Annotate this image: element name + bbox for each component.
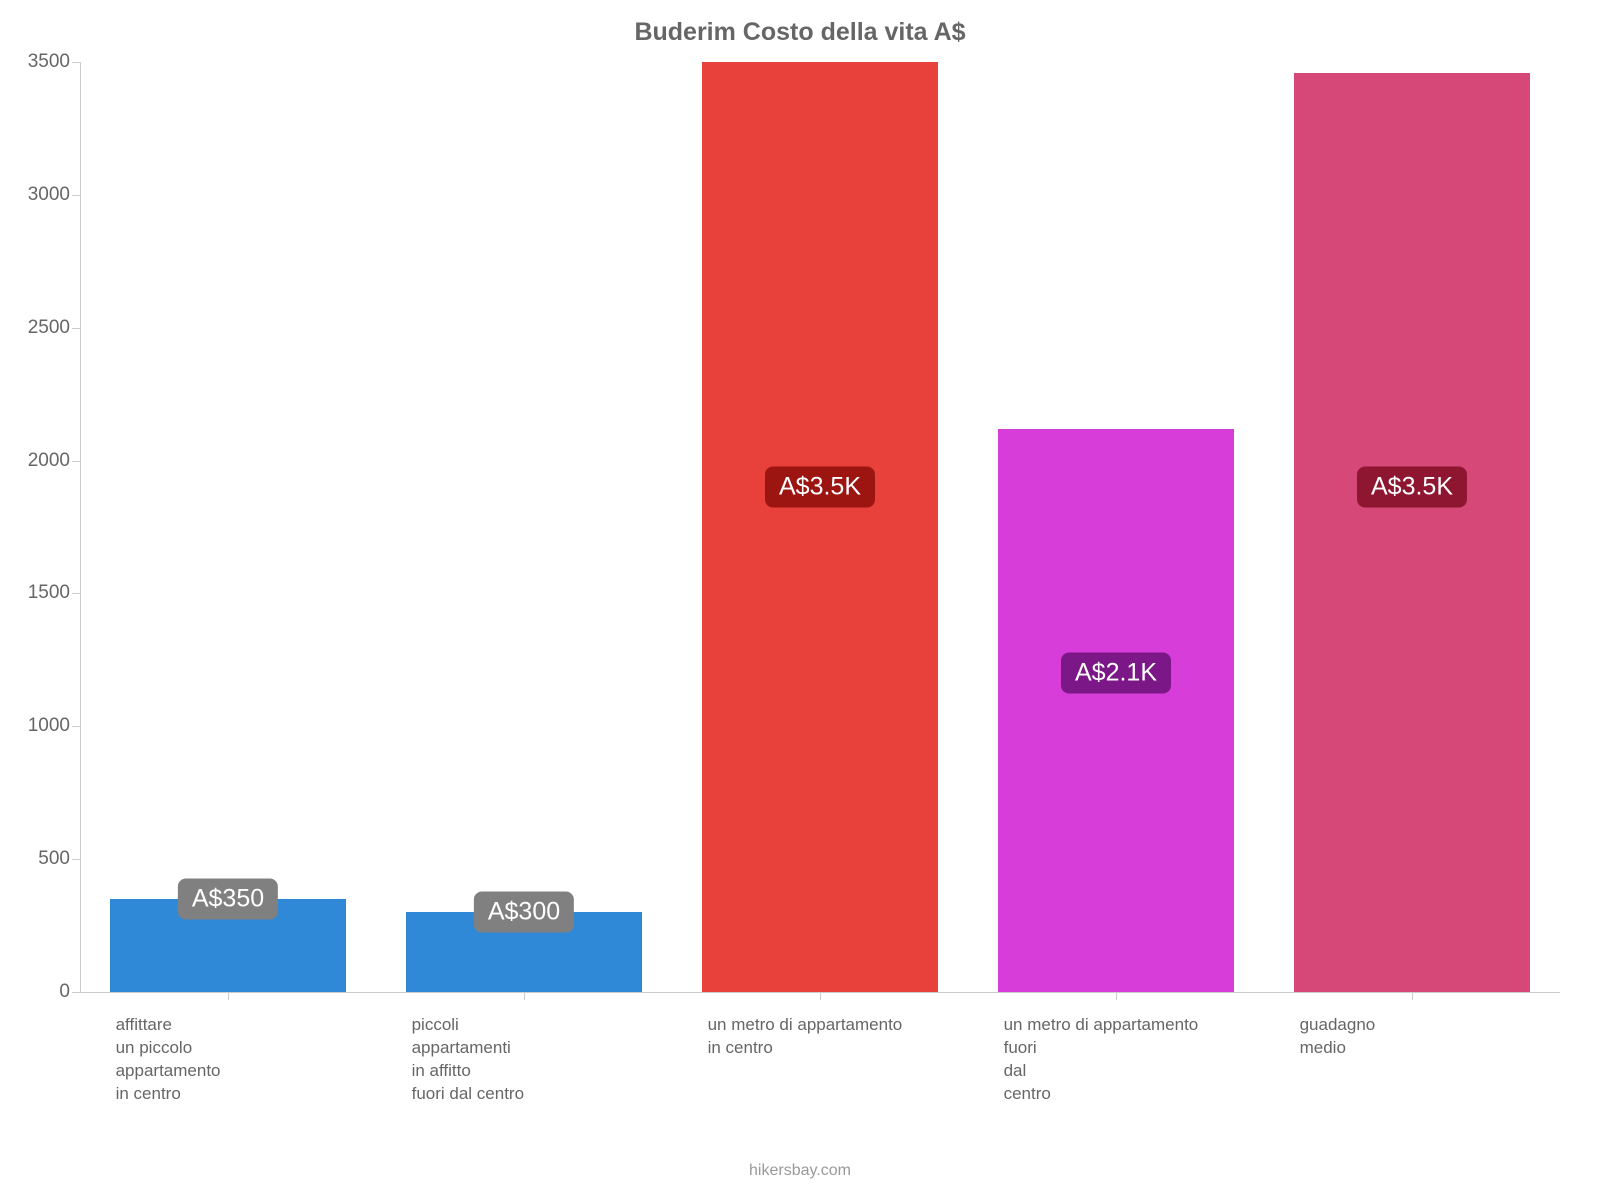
y-tick-mark <box>72 593 80 594</box>
y-tick-label: 0 <box>59 981 70 1003</box>
y-tick-label: 2500 <box>28 317 70 339</box>
y-tick-label: 2000 <box>28 450 70 472</box>
y-axis-line <box>80 62 81 992</box>
bar <box>1294 73 1531 992</box>
x-tick-label: piccoliappartamentiin affittofuori dal c… <box>412 1014 693 1106</box>
y-tick-mark <box>72 195 80 196</box>
x-tick-mark <box>228 992 229 1000</box>
y-tick-label: 3500 <box>28 51 70 73</box>
x-tick-mark <box>1116 992 1117 1000</box>
y-tick-label: 3000 <box>28 184 70 206</box>
y-tick-label: 1000 <box>28 715 70 737</box>
y-tick-mark <box>72 328 80 329</box>
x-tick-label: un metro di appartamentoin centro <box>708 1014 989 1060</box>
y-tick-mark <box>72 992 80 993</box>
plot-area: 0500100015002000250030003500A$350affitta… <box>80 62 1560 992</box>
x-tick-label: affittareun piccoloappartamentoin centro <box>116 1014 397 1106</box>
x-tick-mark <box>820 992 821 1000</box>
y-tick-mark <box>72 859 80 860</box>
y-tick-label: 1500 <box>28 582 70 604</box>
value-badge: A$3.5K <box>765 467 875 508</box>
bar <box>998 429 1235 992</box>
y-tick-mark <box>72 461 80 462</box>
value-badge: A$350 <box>178 879 278 920</box>
value-badge: A$2.1K <box>1061 653 1171 694</box>
y-tick-mark <box>72 726 80 727</box>
x-tick-label: un metro di appartamentofuoridalcentro <box>1004 1014 1285 1106</box>
cost-of-living-chart: Buderim Costo della vita A$ 050010001500… <box>0 0 1600 1200</box>
x-tick-mark <box>524 992 525 1000</box>
y-tick-mark <box>72 62 80 63</box>
y-tick-label: 500 <box>38 848 70 870</box>
value-badge: A$3.5K <box>1357 467 1467 508</box>
x-tick-label: guadagnomedio <box>1300 1014 1581 1060</box>
chart-title: Buderim Costo della vita A$ <box>0 18 1600 47</box>
value-badge: A$300 <box>474 892 574 933</box>
x-tick-mark <box>1412 992 1413 1000</box>
attribution-text: hikersbay.com <box>0 1162 1600 1180</box>
bar <box>702 62 939 992</box>
